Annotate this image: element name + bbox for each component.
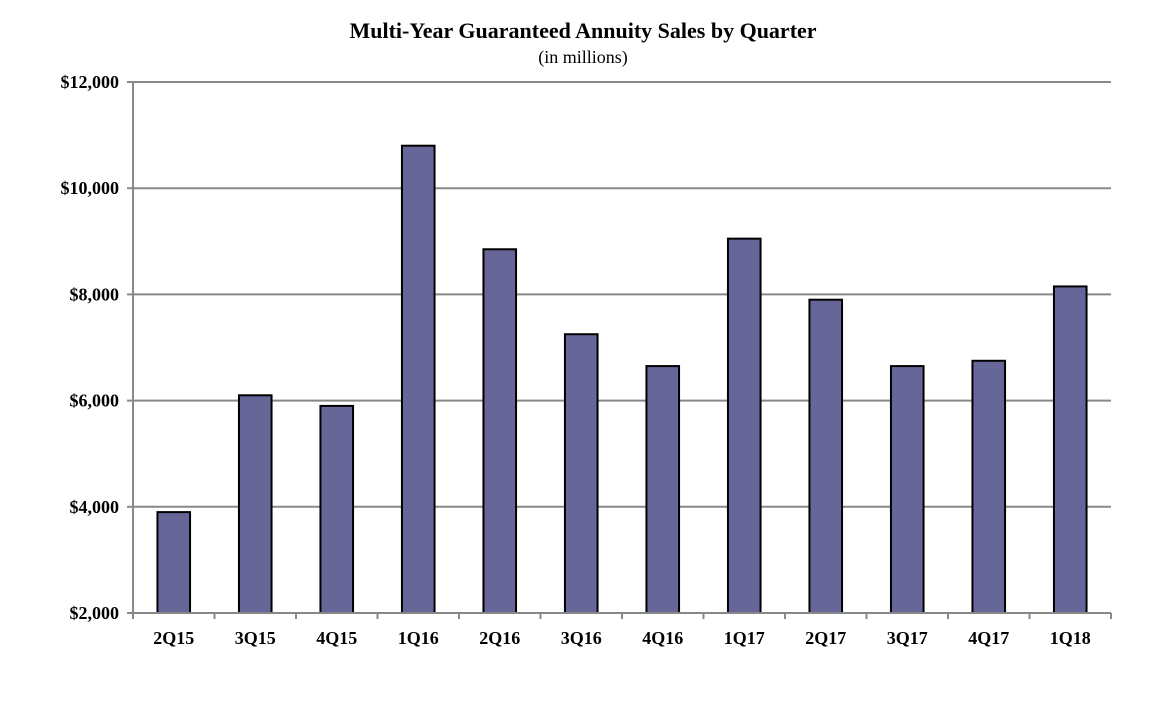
bar-4q16 — [645, 365, 681, 614]
bar-1q17 — [726, 237, 762, 615]
y-tick-label: $2,000 — [70, 603, 120, 623]
bar-3q17 — [889, 365, 925, 614]
x-tick-label: 1Q16 — [398, 628, 439, 648]
x-tick-label: 3Q15 — [235, 628, 276, 648]
x-tick-label: 1Q17 — [724, 628, 765, 648]
y-tick-labels: $2,000 $4,000 $6,000 $8,000 $10,000 $12,000 — [61, 72, 120, 623]
bar-1q16 — [400, 144, 436, 614]
bars — [156, 144, 1088, 615]
x-tick-label: 2Q15 — [153, 628, 194, 648]
x-tick-label: 2Q17 — [805, 628, 846, 648]
bar-4q17 — [971, 359, 1007, 614]
y-tick-label: $6,000 — [70, 391, 120, 411]
x-tick-label: 4Q16 — [642, 628, 683, 648]
x-tick-label: 4Q15 — [316, 628, 357, 648]
bar-2q17 — [808, 298, 844, 614]
gridlines — [133, 81, 1111, 614]
x-tick-label: 3Q16 — [561, 628, 602, 648]
bar-2q15 — [156, 511, 192, 614]
x-tick-label: 4Q17 — [968, 628, 1009, 648]
y-tick-label: $12,000 — [61, 72, 120, 92]
bar-4q15 — [319, 404, 355, 614]
chart-subtitle: (in millions) — [538, 47, 628, 68]
axes — [127, 81, 1112, 619]
x-tick-label: 3Q17 — [887, 628, 928, 648]
bar-3q15 — [237, 394, 273, 615]
y-tick-label: $8,000 — [70, 284, 120, 304]
bar-3q16 — [563, 333, 599, 614]
y-tick-label: $4,000 — [70, 497, 120, 517]
x-tick-label: 1Q18 — [1050, 628, 1091, 648]
x-tick-labels: 2Q15 3Q15 4Q15 1Q16 2Q16 3Q16 4Q16 1Q17 2Q17 3Q17… — [153, 628, 1091, 648]
bar-1q18 — [1052, 285, 1088, 614]
bar-2q16 — [482, 248, 518, 614]
y-tick-label: $10,000 — [61, 178, 120, 198]
x-tick-label: 2Q16 — [479, 628, 520, 648]
chart-title: Multi-Year Guaranteed Annuity Sales by Q… — [349, 18, 816, 43]
